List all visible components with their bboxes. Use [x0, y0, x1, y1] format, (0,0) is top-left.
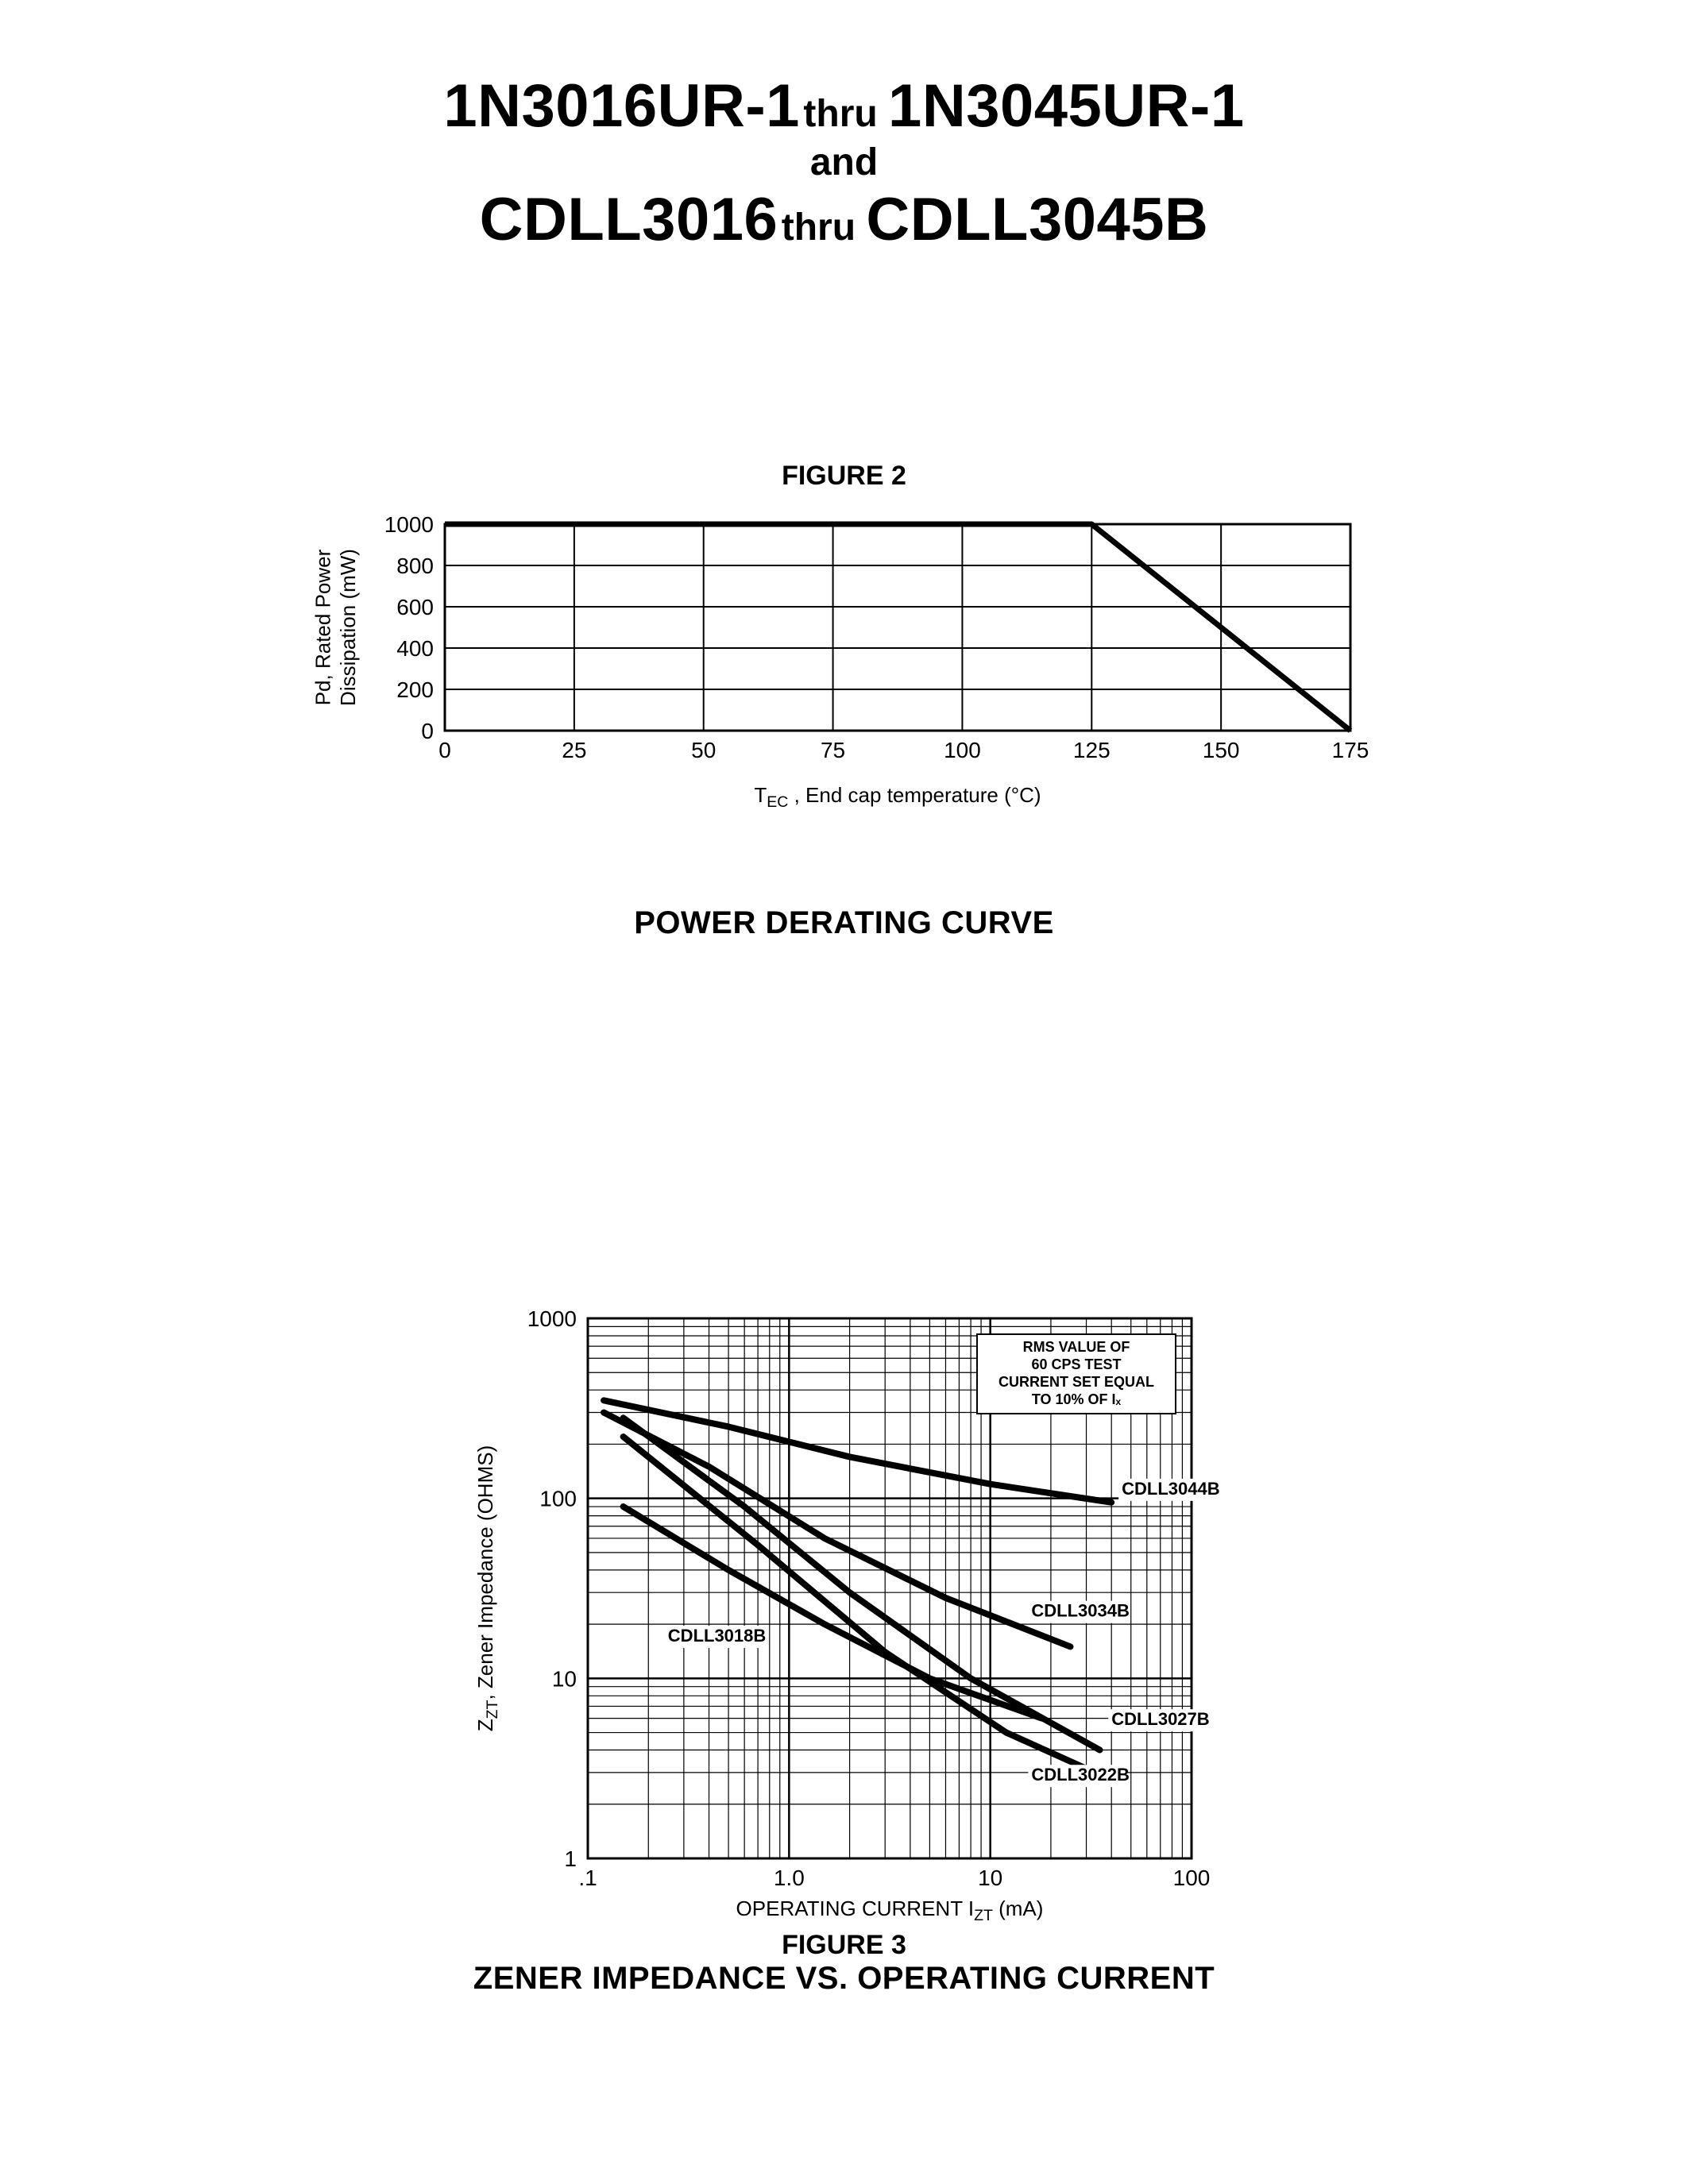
svg-text:400: 400	[396, 636, 434, 661]
svg-text:25: 25	[562, 738, 586, 762]
svg-text:1000: 1000	[384, 512, 434, 537]
figure-3-caption: ZENER IMPEDANCE VS. OPERATING CURRENT	[0, 1961, 1688, 1997]
svg-text:1: 1	[564, 1846, 577, 1871]
part-number-end-2: CDLL3045B	[866, 186, 1208, 253]
figure-2-caption: POWER DERATING CURVE	[0, 905, 1688, 941]
page-title: 1N3016UR-1 thru 1N3045UR-1 and CDLL3016 …	[0, 71, 1688, 254]
part-number-start: 1N3016UR-1	[443, 72, 800, 140]
svg-text:1.0: 1.0	[774, 1866, 805, 1890]
svg-text:.1: .1	[578, 1866, 597, 1890]
svg-text:CDLL3022B: CDLL3022B	[1031, 1765, 1129, 1785]
svg-text:75: 75	[821, 738, 845, 762]
figure-3-label: FIGURE 3	[0, 1930, 1688, 1961]
svg-text:CDLL3027B: CDLL3027B	[1111, 1709, 1209, 1729]
title-line-1: 1N3016UR-1 thru 1N3045UR-1	[0, 71, 1688, 141]
svg-text:OPERATING CURRENT IZT (mA): OPERATING CURRENT IZT (mA)	[736, 1897, 1044, 1922]
svg-text:50: 50	[691, 738, 716, 762]
svg-text:10: 10	[552, 1666, 577, 1691]
svg-text:800: 800	[396, 554, 434, 578]
svg-text:0: 0	[421, 719, 434, 743]
thru-2: thru	[782, 206, 867, 249]
page: 1N3016UR-1 thru 1N3045UR-1 and CDLL3016 …	[0, 0, 1688, 2184]
part-number-end: 1N3045UR-1	[888, 72, 1245, 140]
figure-2-svg: 0 25 50 75 100 125 150 175 0 200 400 600 800 1000 Pd, …	[302, 500, 1382, 834]
svg-text:CDLL3034B: CDLL3034B	[1031, 1601, 1129, 1621]
svg-text:1000: 1000	[527, 1306, 577, 1331]
svg-text:100: 100	[1173, 1866, 1211, 1890]
svg-text:RMS VALUE OF: RMS VALUE OF	[1023, 1339, 1130, 1355]
svg-text:0: 0	[438, 738, 451, 762]
title-line-3: CDLL3016 thru CDLL3045B	[0, 185, 1688, 254]
svg-text:TO 10% OF Iₓ: TO 10% OF Iₓ	[1032, 1391, 1122, 1407]
svg-text:CDLL3044B: CDLL3044B	[1122, 1479, 1219, 1499]
svg-text:600: 600	[396, 595, 434, 619]
svg-text:100: 100	[539, 1487, 577, 1511]
figure-2-chart: 0 25 50 75 100 125 150 175 0 200 400 600 800 1000 Pd, …	[302, 500, 1382, 834]
thru-1: thru	[803, 93, 888, 135]
svg-text:150: 150	[1203, 738, 1240, 762]
svg-text:10: 10	[978, 1866, 1002, 1890]
svg-text:TEC , End cap temperature (°C): TEC , End cap temperature (°C)	[754, 783, 1041, 811]
svg-text:CDLL3018B: CDLL3018B	[668, 1626, 766, 1646]
svg-text:Pd, Rated PowerDissipation (mW: Pd, Rated PowerDissipation (mW)	[311, 549, 360, 706]
part-number-start-2: CDLL3016	[480, 186, 778, 253]
title-and: and	[0, 141, 1688, 184]
svg-text:CURRENT SET EQUAL: CURRENT SET EQUAL	[999, 1374, 1154, 1390]
figure-3-chart: CDLL3044B CDLL3034B CDLL3027B CDLL3022B CDLL…	[445, 1302, 1239, 1922]
figure-3-svg: CDLL3044B CDLL3034B CDLL3027B CDLL3022B CDLL…	[445, 1302, 1239, 1922]
svg-text:100: 100	[944, 738, 981, 762]
svg-text:200: 200	[396, 677, 434, 702]
svg-text:60 CPS TEST: 60 CPS TEST	[1031, 1356, 1121, 1372]
svg-text:175: 175	[1332, 738, 1369, 762]
figure-3-captions: FIGURE 3 ZENER IMPEDANCE VS. OPERATING C…	[0, 1930, 1688, 1997]
svg-text:125: 125	[1073, 738, 1111, 762]
svg-text:ZZT, Zener Impedance (OHMS): ZZT, Zener Impedance (OHMS)	[473, 1445, 501, 1732]
figure-2-label: FIGURE 2	[0, 461, 1688, 492]
